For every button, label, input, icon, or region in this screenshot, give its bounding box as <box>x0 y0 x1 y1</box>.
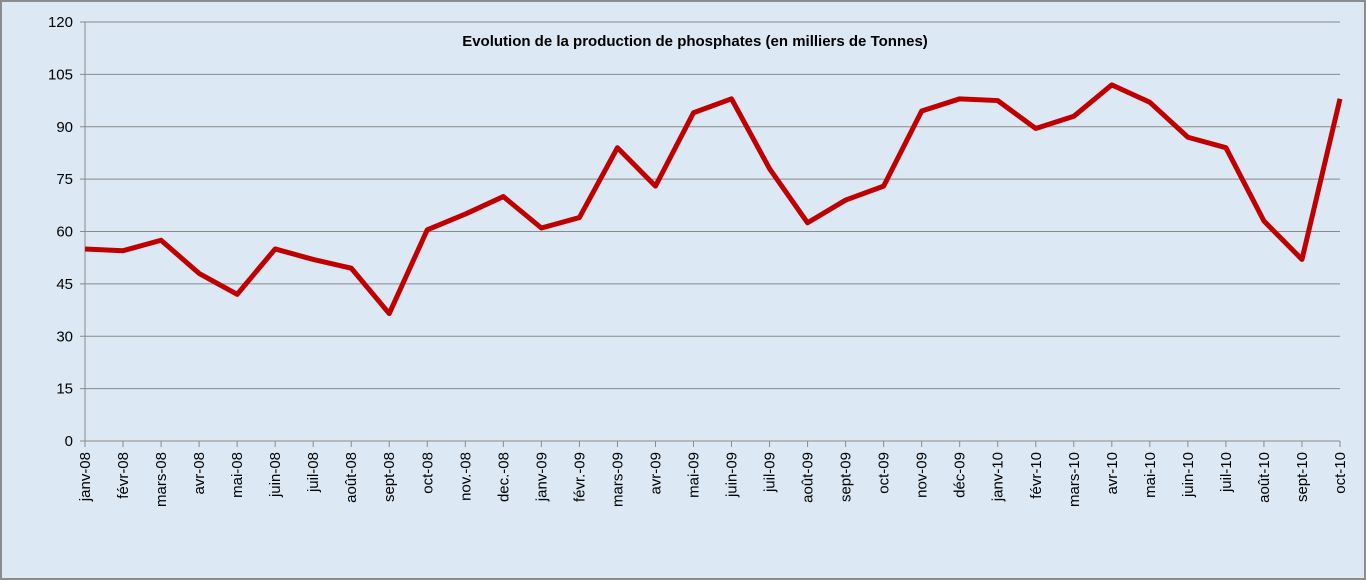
x-tick-label: févr-10 <box>1028 452 1045 499</box>
x-tick-label: juin-08 <box>267 452 284 498</box>
x-tick-label: avr-08 <box>191 452 208 495</box>
y-tick-label: 75 <box>56 171 73 188</box>
x-tick-label: sept-10 <box>1294 452 1311 502</box>
y-tick-label: 90 <box>56 119 73 136</box>
x-tick-label: juil-08 <box>305 452 322 493</box>
y-tick-label: 120 <box>48 14 73 31</box>
x-tick-label: juin-10 <box>1180 452 1197 498</box>
x-tick-label: mai-08 <box>229 452 246 498</box>
x-tick-label: juil-09 <box>762 452 779 493</box>
y-tick-label: 30 <box>56 328 73 345</box>
x-tick-label: oct-08 <box>419 452 436 494</box>
x-tick-label: févr.-09 <box>571 452 588 502</box>
x-tick-label: dec.-08 <box>495 452 512 502</box>
x-tick-label: juil-10 <box>1218 452 1235 493</box>
x-tick-label: nov-09 <box>914 452 931 498</box>
x-tick-label: déc-09 <box>952 452 969 498</box>
x-tick-label: janv-08 <box>77 452 94 502</box>
x-tick-label: avr-10 <box>1104 452 1121 495</box>
x-tick-label: janv-10 <box>990 452 1007 502</box>
x-tick-label: sept-08 <box>381 452 398 502</box>
y-tick-label: 45 <box>56 276 73 293</box>
x-tick-label: juin-09 <box>724 452 741 498</box>
x-tick-label: août-08 <box>343 452 360 503</box>
x-tick-label: mars-10 <box>1066 452 1083 507</box>
x-tick-label: mars-08 <box>153 452 170 507</box>
x-tick-label: oct-10 <box>1332 452 1349 494</box>
x-tick-label: mai-10 <box>1142 452 1159 498</box>
x-tick-label: mars-09 <box>609 452 626 507</box>
y-tick-label: 60 <box>56 224 73 241</box>
line-series <box>84 82 1343 317</box>
x-tick-label: oct-09 <box>876 452 893 494</box>
x-tick-label: janv-09 <box>533 452 550 502</box>
y-tick-label: 105 <box>48 66 73 83</box>
x-tick-label: sept-09 <box>838 452 855 502</box>
x-tick-label: avr-09 <box>647 452 664 495</box>
x-tick-label: févr-08 <box>115 452 132 499</box>
x-tick-label: août-10 <box>1256 452 1273 503</box>
x-tick-label: mai-09 <box>685 452 702 498</box>
y-tick-label: 0 <box>65 433 73 450</box>
y-tick-label: 15 <box>56 381 73 398</box>
chart-title: Evolution de la production de phosphates… <box>462 33 928 50</box>
x-tick-label: nov.-08 <box>457 452 474 501</box>
x-tick-label: août-09 <box>800 452 817 503</box>
